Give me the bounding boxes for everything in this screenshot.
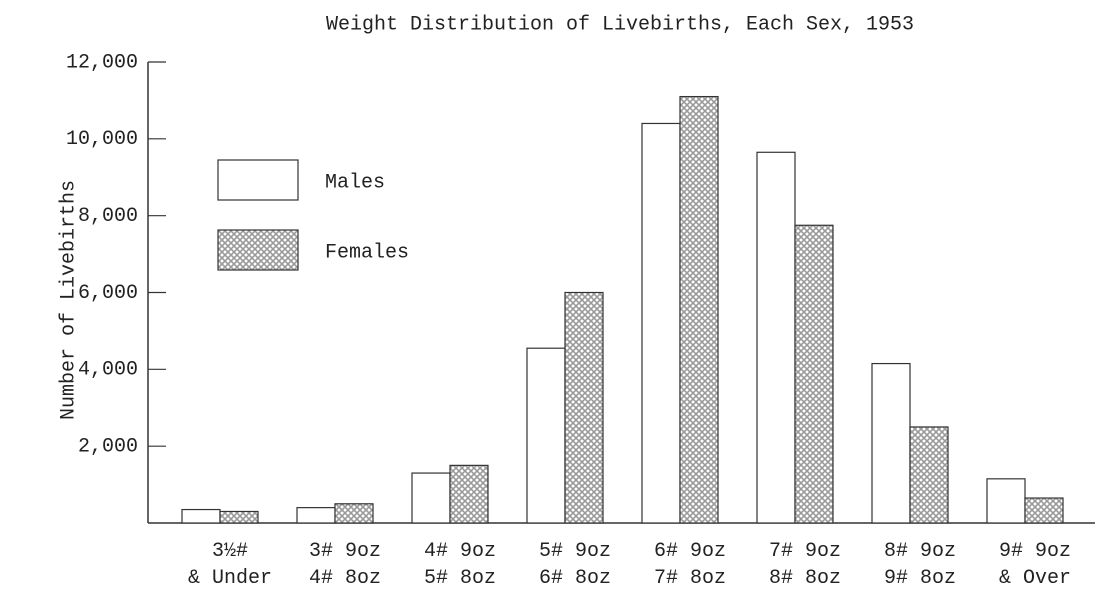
legend-label: Males: [325, 171, 385, 194]
bar: [219, 510, 259, 524]
bar: [679, 95, 719, 524]
x-tick-label: 3# 9oz 4# 8oz: [308, 540, 381, 590]
x-tick-label: 8# 9oz 9# 8oz: [883, 540, 956, 590]
bar: [641, 122, 681, 524]
x-tick-label: 6# 9oz 7# 8oz: [653, 540, 726, 590]
bar: [526, 347, 566, 524]
legend-label: Females: [325, 241, 409, 264]
bar: [871, 362, 911, 524]
x-tick-label: 7# 9oz 8# 8oz: [768, 540, 841, 590]
x-tick-label: 9# 9oz & Over: [998, 540, 1071, 590]
y-tick-label: 10,000: [66, 128, 138, 151]
y-tick-label: 6,000: [78, 282, 138, 305]
bar: [986, 478, 1026, 524]
x-tick-label: 5# 9oz 6# 8oz: [538, 540, 611, 590]
legend-swatch: [217, 229, 299, 271]
chart-title: Weight Distribution of Livebirths, Each …: [326, 13, 914, 36]
bar: [411, 472, 451, 524]
bar: [334, 503, 374, 524]
x-tick-label: 3½# & Under: [187, 540, 272, 590]
bar: [296, 507, 336, 524]
legend-swatch: [217, 159, 299, 201]
bar: [564, 291, 604, 524]
bar: [794, 224, 834, 524]
y-axis-label: Number of Livebirths: [57, 180, 80, 420]
bar: [756, 151, 796, 524]
bar: [1024, 497, 1064, 524]
x-tick-label: 4# 9oz 5# 8oz: [423, 540, 496, 590]
y-tick-label: 2,000: [78, 435, 138, 458]
bar: [449, 464, 489, 524]
bar: [181, 508, 221, 524]
y-tick-label: 12,000: [66, 51, 138, 74]
y-tick-label: 4,000: [78, 359, 138, 382]
y-tick-label: 8,000: [78, 205, 138, 228]
bar: [909, 426, 949, 524]
